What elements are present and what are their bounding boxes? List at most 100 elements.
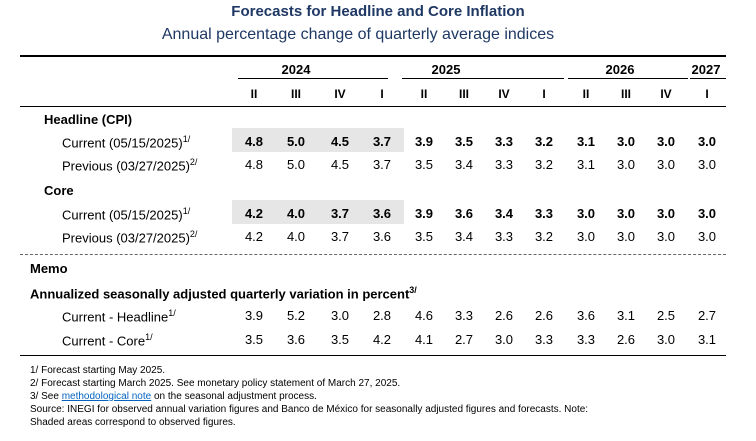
table-cell: 3.9 <box>414 134 434 149</box>
table-cell: 3.0 <box>656 332 676 347</box>
table-cell: 3.3 <box>576 332 596 347</box>
year-2027: 2027 <box>691 62 721 77</box>
section-core-label: Core <box>44 183 74 198</box>
table-cell: 4.6 <box>414 308 434 323</box>
observed-shade-3 <box>232 152 364 176</box>
source-note: Source: INEGI for observed annual variat… <box>30 404 589 415</box>
table-cell: 5.0 <box>286 157 306 172</box>
table-cell: 3.7 <box>330 229 350 244</box>
table-cell: 3.7 <box>372 134 392 149</box>
table-cell: 2.8 <box>372 308 392 323</box>
table-cell: 4.0 <box>286 206 306 221</box>
table-cell: 3.2 <box>534 134 554 149</box>
table-cell: 3.0 <box>576 229 596 244</box>
quarter-header: II <box>250 87 258 101</box>
methodological-note-link[interactable]: methodological note <box>61 391 152 402</box>
table-cell: 3.3 <box>454 308 474 323</box>
quarter-header: I <box>380 87 384 101</box>
table-cell: 4.8 <box>244 134 264 149</box>
table-cell: 3.0 <box>656 229 676 244</box>
year-2024: 2024 <box>281 62 311 77</box>
footnote-3: 3/ See methodological note on the season… <box>30 391 317 402</box>
section-memo-label: Memo <box>30 261 68 276</box>
table-cell: 3.0 <box>494 332 514 347</box>
row-label-memo-headline: Current - Headline1/ <box>62 308 176 325</box>
table-cell: 3.3 <box>534 332 554 347</box>
table-cell: 4.5 <box>330 157 350 172</box>
row-label-core-previous: Previous (03/27/2025)2/ <box>62 229 198 246</box>
table-cell: 5.0 <box>286 134 306 149</box>
table-cell: 3.1 <box>616 308 636 323</box>
quarter-header: IV <box>660 87 672 101</box>
table-cell: 3.5 <box>414 157 434 172</box>
table-cell: 3.3 <box>494 134 514 149</box>
row-label-headline-current: Current (05/15/2025)1/ <box>62 134 191 151</box>
table-cell: 3.0 <box>656 134 676 149</box>
top-rule <box>20 55 726 57</box>
quarter-header: IV <box>498 87 510 101</box>
table-cell: 3.0 <box>697 157 717 172</box>
year-underline-2026 <box>568 78 688 79</box>
table-cell: 3.2 <box>534 229 554 244</box>
year-underline-2025 <box>402 78 564 79</box>
table-cell: 3.6 <box>286 332 306 347</box>
table-cell: 3.0 <box>697 134 717 149</box>
row-label-memo-core: Current - Core1/ <box>62 332 153 349</box>
table-cell: 3.0 <box>656 157 676 172</box>
table-cell: 3.1 <box>576 134 596 149</box>
table-cell: 3.7 <box>372 157 392 172</box>
table-cell: 3.5 <box>244 332 264 347</box>
table-cell: 3.0 <box>697 206 717 221</box>
table-cell: 3.3 <box>534 206 554 221</box>
table-cell: 3.1 <box>576 157 596 172</box>
table-cell: 2.7 <box>454 332 474 347</box>
table-cell: 3.5 <box>414 229 434 244</box>
table-cell: 3.3 <box>494 229 514 244</box>
quarter-header: I <box>705 87 709 101</box>
table-cell: 3.6 <box>454 206 474 221</box>
table-cell: 3.0 <box>576 206 596 221</box>
table-cell: 3.6 <box>576 308 596 323</box>
header-rule <box>20 106 726 107</box>
table-cell: 2.5 <box>656 308 676 323</box>
table-cell: 3.4 <box>494 206 514 221</box>
table-cell: 3.0 <box>616 229 636 244</box>
table-title: Forecasts for Headline and Core Inflatio… <box>231 3 525 20</box>
observed-shade-2 <box>232 200 404 224</box>
shaded-note: Shaded areas correspond to observed figu… <box>30 417 236 428</box>
table-cell: 3.0 <box>616 134 636 149</box>
table-cell: 5.2 <box>286 308 306 323</box>
table-cell: 3.4 <box>454 229 474 244</box>
row-label-core-current: Current (05/15/2025)1/ <box>62 206 191 223</box>
table-cell: 4.1 <box>414 332 434 347</box>
year-underline-2024 <box>238 78 388 79</box>
table-cell: 3.9 <box>244 308 264 323</box>
table-cell: 3.1 <box>697 332 717 347</box>
table-cell: 4.2 <box>244 229 264 244</box>
table-cell: 3.4 <box>454 157 474 172</box>
year-2026: 2026 <box>605 62 635 77</box>
table-cell: 3.0 <box>330 308 350 323</box>
table-cell: 4.0 <box>286 229 306 244</box>
table-cell: 3.0 <box>616 206 636 221</box>
table-cell: 3.0 <box>697 229 717 244</box>
year-underline-2027 <box>690 78 726 79</box>
table-cell: 3.6 <box>372 229 392 244</box>
footnotes: 1/ Forecast starting May 2025. 2/ Foreca… <box>30 364 588 429</box>
observed-shade-1 <box>232 128 404 152</box>
table-cell: 3.5 <box>330 332 350 347</box>
table-cell: 2.6 <box>616 332 636 347</box>
section-annualized-label: Annualized seasonally adjusted quarterly… <box>30 285 417 302</box>
table-cell: 2.6 <box>534 308 554 323</box>
table-cell: 3.9 <box>414 206 434 221</box>
bottom-rule <box>20 355 726 356</box>
section-headline-label: Headline (CPI) <box>44 112 133 127</box>
row-label-headline-previous: Previous (03/27/2025)2/ <box>62 157 198 174</box>
quarter-header: IV <box>334 87 346 101</box>
table-cell: 3.2 <box>534 157 554 172</box>
table-cell: 3.6 <box>372 206 392 221</box>
table-cell: 4.2 <box>372 332 392 347</box>
quarter-header: II <box>582 87 590 101</box>
quarter-header: II <box>420 87 428 101</box>
table-cell: 3.3 <box>494 157 514 172</box>
